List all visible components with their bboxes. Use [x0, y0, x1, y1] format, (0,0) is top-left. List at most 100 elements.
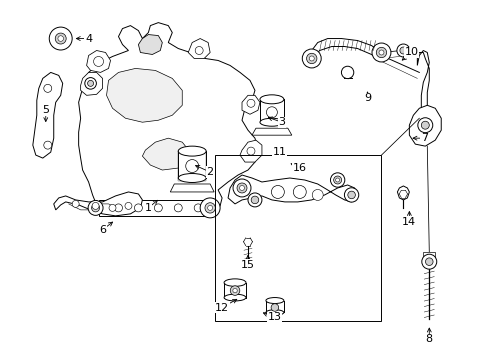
Circle shape: [233, 179, 250, 197]
Circle shape: [271, 185, 284, 198]
Circle shape: [312, 189, 323, 201]
Text: 15: 15: [241, 260, 254, 270]
Circle shape: [194, 204, 202, 212]
Circle shape: [333, 176, 341, 184]
Circle shape: [293, 185, 305, 198]
Circle shape: [200, 198, 220, 218]
Circle shape: [421, 121, 428, 129]
Text: 10: 10: [404, 48, 418, 58]
Circle shape: [247, 193, 262, 207]
Polygon shape: [142, 138, 190, 170]
Polygon shape: [240, 140, 262, 162]
Circle shape: [44, 84, 52, 92]
Circle shape: [55, 33, 66, 44]
Circle shape: [421, 254, 436, 269]
Circle shape: [204, 203, 215, 213]
Text: 9: 9: [363, 93, 370, 103]
Circle shape: [239, 185, 244, 190]
Text: 6: 6: [99, 225, 106, 235]
Text: 11: 11: [272, 147, 286, 157]
Ellipse shape: [178, 174, 206, 183]
Circle shape: [425, 258, 432, 265]
Text: 5: 5: [42, 105, 49, 115]
Circle shape: [308, 56, 314, 61]
Circle shape: [371, 43, 390, 62]
Circle shape: [270, 304, 278, 311]
Circle shape: [49, 27, 72, 50]
Circle shape: [376, 47, 386, 58]
Circle shape: [378, 50, 383, 55]
Circle shape: [335, 178, 339, 182]
Polygon shape: [33, 72, 62, 158]
Circle shape: [174, 204, 182, 212]
Polygon shape: [397, 186, 408, 200]
Circle shape: [91, 204, 100, 212]
Ellipse shape: [178, 146, 206, 156]
Polygon shape: [242, 95, 260, 114]
Text: 8: 8: [425, 334, 432, 345]
Polygon shape: [138, 35, 162, 54]
Circle shape: [84, 78, 96, 89]
Polygon shape: [79, 23, 258, 216]
Circle shape: [266, 107, 277, 118]
Circle shape: [306, 53, 316, 64]
Ellipse shape: [265, 298, 283, 303]
Text: 1: 1: [144, 203, 152, 213]
Circle shape: [302, 49, 321, 68]
Ellipse shape: [224, 294, 245, 301]
Polygon shape: [251, 128, 291, 135]
Circle shape: [134, 204, 142, 212]
Circle shape: [92, 202, 99, 210]
Circle shape: [417, 118, 432, 133]
Polygon shape: [170, 184, 214, 192]
Ellipse shape: [260, 95, 283, 104]
Ellipse shape: [260, 118, 283, 126]
Polygon shape: [54, 192, 142, 216]
Circle shape: [125, 202, 132, 210]
Circle shape: [251, 196, 258, 204]
Polygon shape: [178, 151, 206, 181]
Text: 13: 13: [267, 312, 281, 323]
Circle shape: [114, 204, 122, 212]
Polygon shape: [188, 39, 210, 58]
Text: 16: 16: [292, 163, 306, 173]
Polygon shape: [106, 68, 182, 122]
Polygon shape: [227, 175, 357, 204]
Polygon shape: [416, 50, 428, 122]
Circle shape: [58, 36, 63, 41]
Polygon shape: [423, 252, 434, 258]
Polygon shape: [86, 50, 110, 72]
Circle shape: [246, 99, 254, 107]
Circle shape: [347, 191, 355, 199]
Circle shape: [399, 47, 406, 54]
Circle shape: [396, 44, 409, 57]
Polygon shape: [81, 72, 102, 95]
Polygon shape: [311, 39, 381, 60]
Text: 4: 4: [85, 33, 92, 44]
Circle shape: [44, 141, 52, 149]
Circle shape: [93, 57, 103, 67]
Circle shape: [88, 201, 103, 215]
Ellipse shape: [224, 279, 245, 286]
Text: 2: 2: [206, 167, 213, 177]
Text: 14: 14: [402, 217, 416, 227]
Polygon shape: [99, 200, 205, 216]
Circle shape: [154, 204, 162, 212]
Text: 7: 7: [420, 133, 427, 143]
Circle shape: [207, 206, 212, 210]
Ellipse shape: [265, 310, 283, 315]
Circle shape: [232, 288, 237, 293]
Text: 12: 12: [215, 302, 229, 312]
Circle shape: [230, 286, 239, 295]
Circle shape: [72, 201, 79, 207]
Circle shape: [246, 147, 254, 155]
Circle shape: [344, 188, 358, 202]
Polygon shape: [408, 105, 440, 146]
Text: 3: 3: [278, 117, 285, 127]
Circle shape: [341, 66, 353, 78]
Bar: [215, 155, 381, 321]
Circle shape: [195, 46, 203, 54]
Circle shape: [237, 183, 246, 193]
Circle shape: [109, 204, 116, 211]
Circle shape: [185, 159, 198, 172]
